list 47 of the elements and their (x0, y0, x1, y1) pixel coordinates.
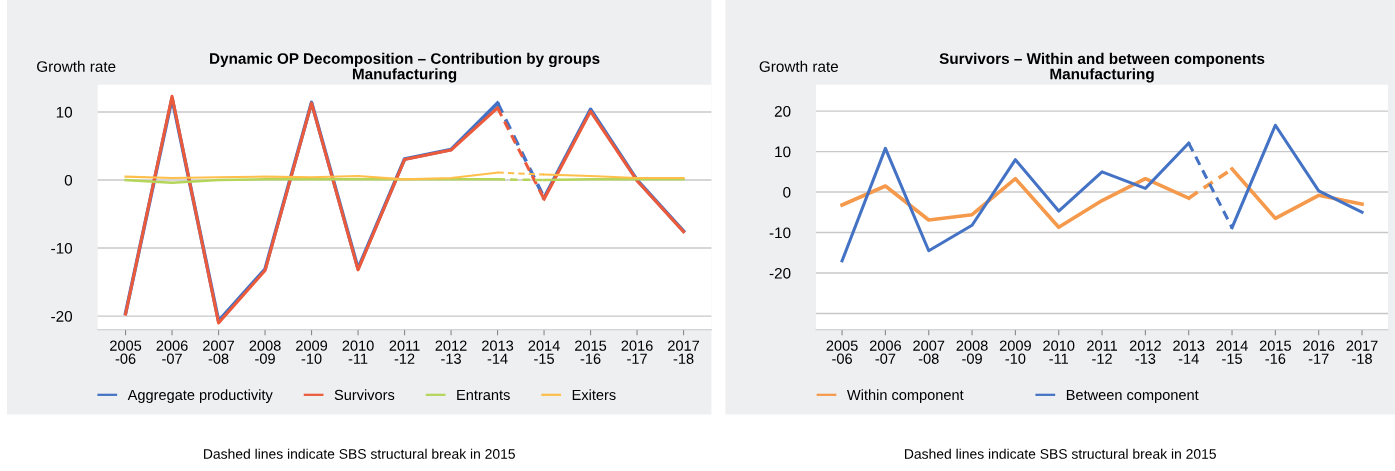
text: Dashed lines indicate SBS structural break in 2015 (204, 448, 515, 459)
x-tick-label: 2005 -06 (826, 340, 858, 364)
x-tick-label: 2014 -15 (1216, 340, 1248, 364)
chart-title: Survivors – Within and between components Manufacturing (939, 52, 1265, 83)
x-tick-label: 2015 -16 (575, 340, 607, 364)
x-tick-label: 2009 -10 (296, 340, 328, 364)
y-tick-label: -20 (51, 310, 73, 322)
x-tick-label: 2013 -14 (1173, 340, 1205, 364)
x-tick-label: 2011 -12 (1087, 340, 1118, 364)
y-tick-label: 10 (56, 106, 73, 118)
legend-label: Between component (1066, 389, 1199, 403)
x-tick-label: 2017 -18 (1346, 340, 1378, 364)
y-tick-label: -20 (769, 267, 791, 279)
x-tick-label: 2007 -08 (203, 340, 235, 364)
x-tick-label: 2008 -09 (249, 340, 281, 364)
legend-label: Within component (846, 389, 964, 403)
legend-label: Aggregate productivity (127, 389, 273, 403)
x-tick-label: 2008 -09 (956, 340, 988, 364)
x-tick-label: 2009 -10 (999, 340, 1031, 364)
x-tick-label: 2005 -06 (110, 340, 142, 364)
chart-title: Dynamic OP Decomposition – Contribution by groups Manufacturing (210, 52, 600, 83)
y-tick-label: 10 (775, 146, 791, 158)
y-axis-title: Growth rate (759, 60, 839, 72)
legend-label: Survivors (334, 389, 395, 401)
x-tick-label: 2012 -13 (1129, 340, 1161, 364)
x-tick-label: 2007 -08 (913, 340, 945, 364)
text: Dashed lines indicate SBS structural break in 2015 (905, 448, 1216, 459)
y-tick-label: -10 (51, 242, 73, 254)
x-tick-label: 2012 -13 (435, 340, 467, 364)
legend-label: Exiters (572, 389, 616, 401)
x-tick-label: 2015 -16 (1259, 340, 1291, 364)
x-tick-label: 2016 -17 (621, 340, 653, 364)
y-tick-label: 20 (774, 105, 791, 117)
x-tick-label: 2011 -12 (389, 340, 420, 364)
y-tick-label: 0 (783, 186, 791, 198)
y-axis-title: Growth rate (37, 60, 116, 72)
x-tick-label: 2016 -17 (1303, 340, 1335, 364)
y-tick-label: 0 (64, 174, 73, 186)
x-tick-label: 2014 -15 (528, 340, 560, 364)
x-tick-label: 2006 -07 (869, 340, 901, 364)
x-tick-label: 2010 -11 (1043, 340, 1075, 364)
x-tick-label: 2013 -14 (482, 340, 514, 364)
x-tick-label: 2017 -18 (668, 340, 700, 364)
y-tick-label: -10 (769, 227, 791, 239)
x-tick-label: 2010 -11 (342, 340, 374, 364)
x-tick-label: 2006 -07 (156, 340, 188, 364)
legend-label: Entrants (457, 389, 510, 401)
